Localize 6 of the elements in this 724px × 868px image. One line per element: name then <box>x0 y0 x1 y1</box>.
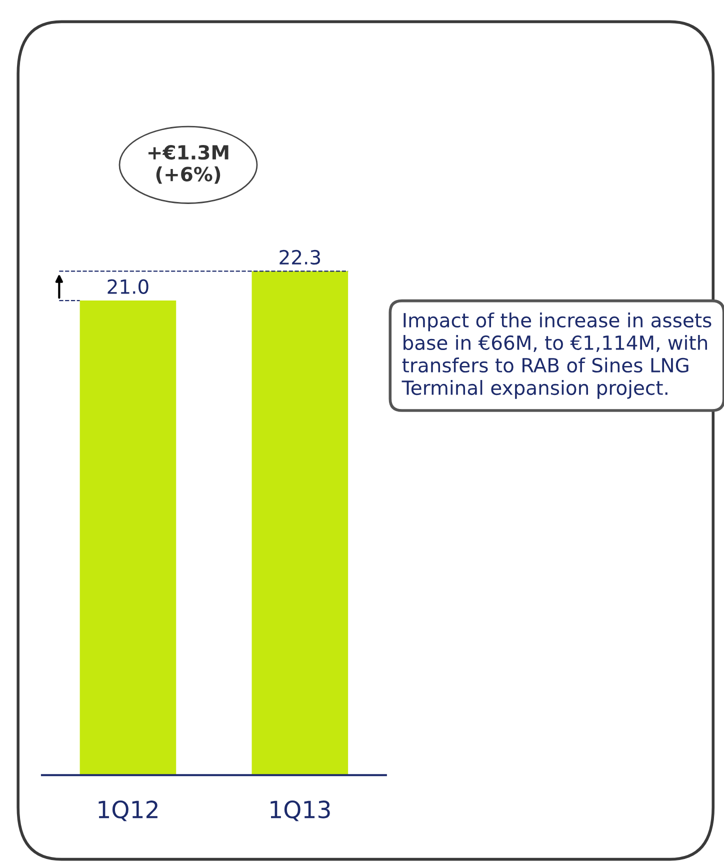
data-label: 22.3 <box>280 250 320 265</box>
text: +€1.3M (+6%) <box>148 144 228 184</box>
text: Impact of the increase in assets base in €66M, to €1,114M, with transfers to RAB of Sines LNG Terminal expansion project. <box>402 312 712 399</box>
x-tick-label: 1Q13 <box>270 800 330 822</box>
data-label: 21.0 <box>108 279 148 294</box>
x-tick-label: 1Q12 <box>98 800 158 822</box>
